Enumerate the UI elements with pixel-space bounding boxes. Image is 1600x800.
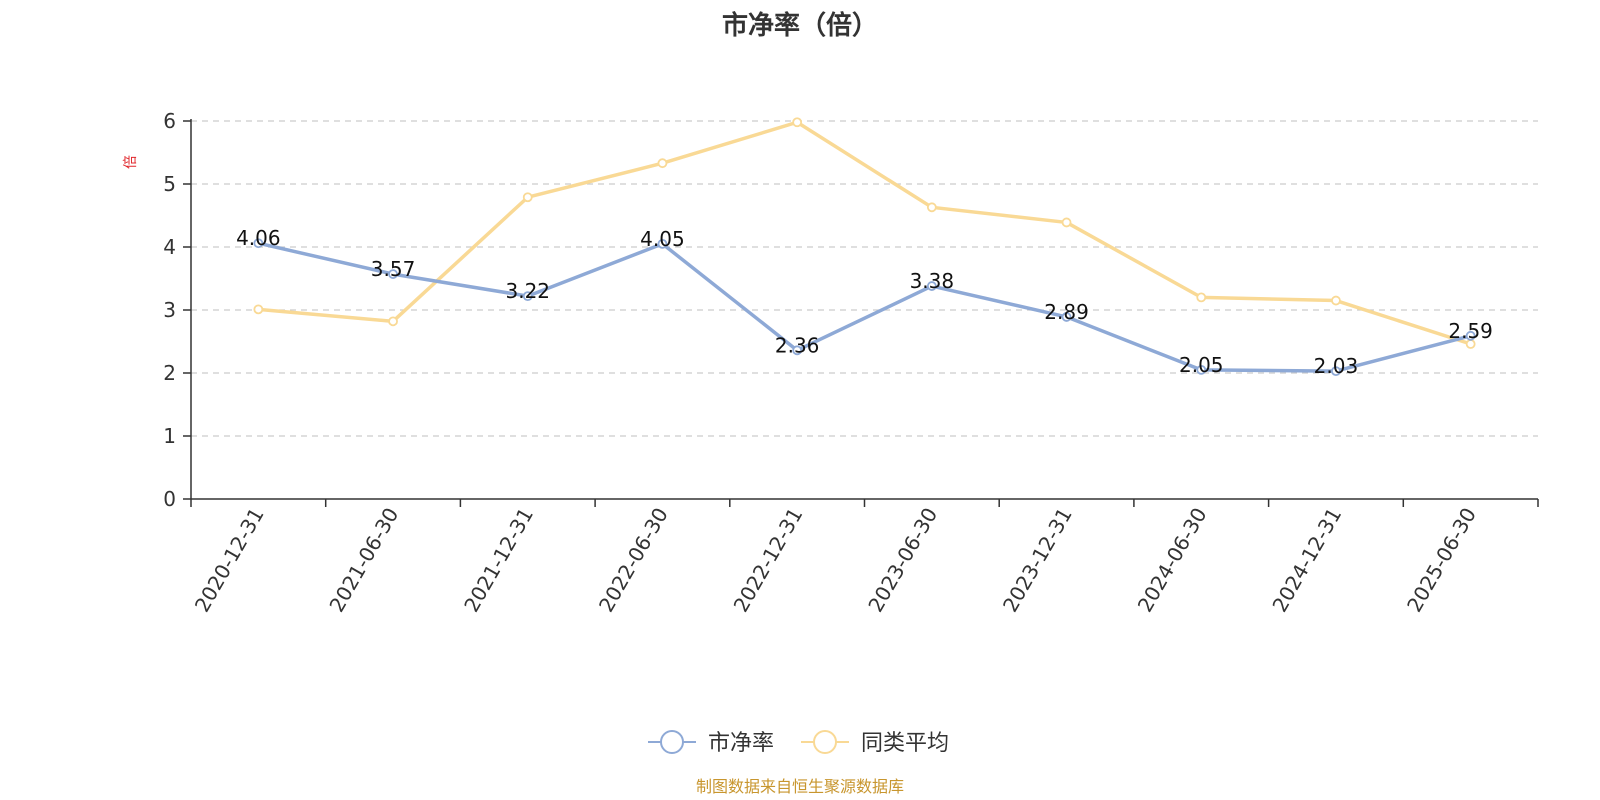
legend-swatch-marker [813,730,837,754]
series-line [258,120,1472,346]
x-tick-label: 2024-06-30 [1133,504,1212,617]
source-note: 制图数据来自恒生聚源数据库 [696,777,904,796]
data-point [657,238,668,249]
y-tick-label: 2 [163,361,176,385]
legend-label: 同类平均 [861,731,949,756]
data-point [792,117,803,128]
y-tick-label: 6 [163,109,176,133]
data-point [522,291,533,302]
data-label: 2.89 [1044,300,1089,324]
data-point [1061,312,1072,322]
x-tick-label: 2022-12-31 [729,504,808,617]
data-point [926,202,937,213]
data-label: 3.57 [371,257,416,281]
y-axis-label: 倍 [123,155,139,169]
data-point [388,316,398,327]
data-label: 2.59 [1448,319,1493,343]
axes [190,119,1538,500]
data-point [1061,217,1072,228]
x-tick-label: 2021-06-30 [324,504,403,617]
data-label: 3.22 [505,279,550,303]
data-label: 2.36 [775,333,820,357]
legend[interactable]: 市净率 同类平均 [648,730,949,756]
data-label: 2.05 [1179,353,1224,377]
data-point [657,158,668,169]
data-point [522,192,533,203]
data-label: 3.38 [910,269,955,293]
data-point [926,281,937,291]
data-point [1331,366,1341,377]
x-tick-label: 2022-06-30 [594,504,673,617]
series-line [257,241,1472,373]
y-axis-ticks: 0 1 2 3 4 5 6 [163,109,191,511]
x-tick-label: 2021-12-31 [459,504,538,617]
legend-swatch-marker [660,730,684,754]
data-point [253,304,264,315]
data-point [388,269,398,279]
data-point [1331,295,1341,306]
legend-label: 市净率 [708,731,774,756]
data-point [1196,292,1207,303]
data-label: 4.05 [640,227,685,251]
chart-title: 市净率（倍） [722,10,878,41]
series-layer [253,117,1476,377]
y-tick-label: 1 [163,424,176,448]
grid-lines [191,120,1538,437]
y-tick-label: 5 [163,172,176,196]
y-tick-label: 3 [163,298,176,322]
data-labels: 4.06 3.57 3.22 4.05 2.36 3.38 2.89 2.05 2.03 2.59 [236,226,1493,378]
x-tick-label: 2023-12-31 [998,504,1077,617]
data-point [1465,330,1476,341]
data-point [253,238,264,249]
y-tick-label: 0 [163,487,176,511]
data-point [792,345,803,356]
x-tick-label: 2025-06-30 [1402,504,1481,617]
y-tick-label: 4 [163,235,176,259]
data-point [1196,364,1207,375]
data-label: 4.06 [236,226,281,250]
data-label: 2.03 [1314,354,1359,378]
x-tick-label: 2020-12-31 [190,504,269,617]
x-tick-label: 2023-06-30 [863,504,942,617]
x-tick-label: 2024-12-31 [1267,504,1346,617]
x-axis-ticks: 2020-12-31 2021-06-30 2021-12-31 2022-06-30… [190,499,1539,617]
